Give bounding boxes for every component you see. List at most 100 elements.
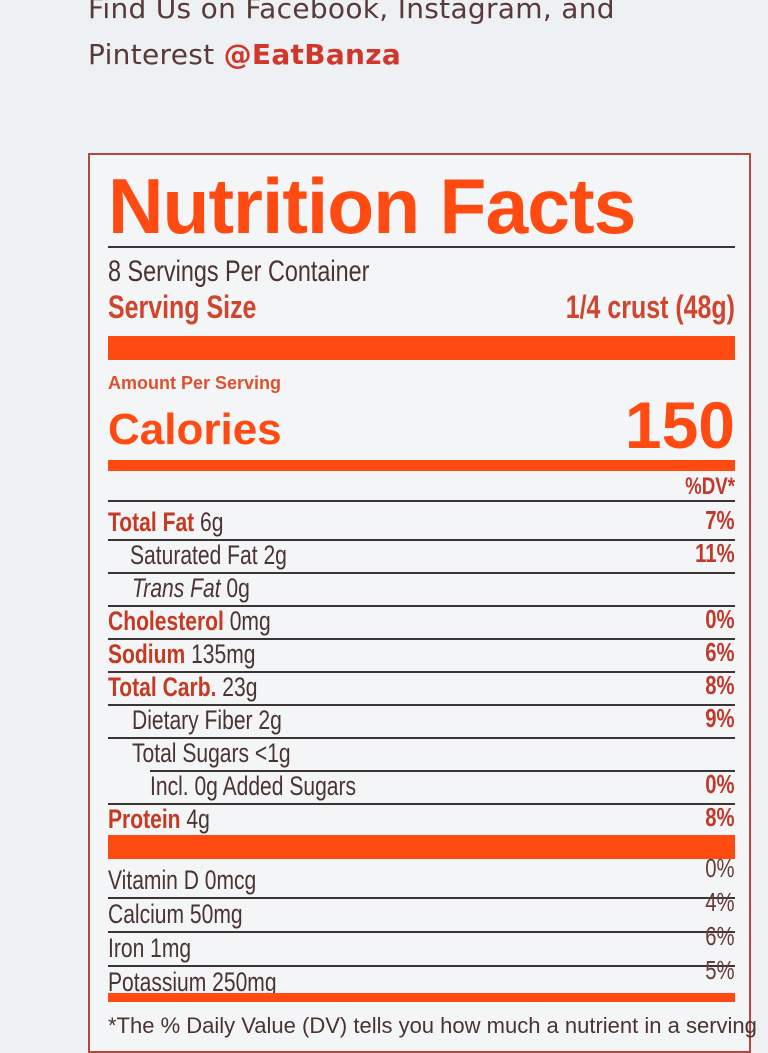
nutrient-amount: 4g xyxy=(180,804,210,834)
row-divider xyxy=(108,965,735,967)
promo-prefix: Pinterest xyxy=(88,38,224,71)
nutrient-bold-label: Total Carb. xyxy=(108,672,217,702)
dv-header-text: %DV* xyxy=(685,473,735,500)
nutrient-bold-label: Total Fat xyxy=(108,507,195,537)
nutrient-name: Total Sugars <1g xyxy=(132,738,335,769)
row-divider xyxy=(108,671,735,673)
nutrient-row: Saturated Fat 2g 11% xyxy=(108,538,735,574)
daily-value-text: 8% xyxy=(705,670,735,700)
row-divider xyxy=(108,931,735,933)
nutrient-label: Trans Fat xyxy=(132,573,221,603)
nutrient-name-text: Cholesterol 0mg xyxy=(108,606,271,637)
calories-label: Calories xyxy=(108,405,282,454)
row-divider xyxy=(150,770,735,772)
vitamin-name-text: Calcium 50mg xyxy=(108,899,243,929)
daily-value-text: 6% xyxy=(705,637,735,667)
nutrient-name-text: Total Carb. 23g xyxy=(108,672,257,703)
vitamin-name: Potassium 250mg xyxy=(108,967,324,998)
vitamin-daily-value: 4% xyxy=(697,887,735,918)
nutrient-name: Incl. 0g Added Sugars xyxy=(150,771,414,802)
daily-value-text: 0% xyxy=(705,769,735,799)
thick-divider-serving xyxy=(108,336,735,360)
vitamin-name-text: Iron 1mg xyxy=(108,933,192,963)
nutrient-daily-value: 11% xyxy=(684,538,735,569)
nutrient-name: Protein 4g xyxy=(108,804,239,835)
nutrient-amount: 2g xyxy=(252,705,282,735)
nutrient-daily-value: 8% xyxy=(697,670,735,701)
calories-value: 150 xyxy=(624,388,735,462)
nutrient-amount: <1g xyxy=(249,738,291,768)
row-divider xyxy=(108,539,735,541)
nutrient-amount: 0mg xyxy=(223,606,271,636)
dv-footnote: *The % Daily Value (DV) tells you how mu… xyxy=(108,1013,757,1038)
nutrient-amount: 2g xyxy=(257,540,287,570)
nutrient-daily-value: 9% xyxy=(697,703,735,734)
thick-divider-vitamins xyxy=(108,835,735,859)
nutrient-name-text: Saturated Fat 2g xyxy=(130,540,287,571)
vitamin-row: Vitamin D 0mcg 0% xyxy=(108,853,735,899)
nutrient-daily-value: 0% xyxy=(697,604,735,635)
nutrient-row: Dietary Fiber 2g 9% xyxy=(108,703,735,739)
social-promo: Find Us on Facebook, Instagram, and Pint… xyxy=(88,0,615,78)
daily-value-text: 0% xyxy=(705,853,735,883)
nutrient-row: Protein 4g 8% xyxy=(108,802,735,835)
nutrient-name: Trans Fat 0g xyxy=(132,573,283,604)
nutrient-name-text: Trans Fat 0g xyxy=(132,573,250,604)
nutrient-name-text: Dietary Fiber 2g xyxy=(132,705,282,736)
nutrient-label: Total Sugars xyxy=(132,738,250,768)
nutrient-amount: 0g xyxy=(220,573,250,603)
row-divider xyxy=(108,572,735,574)
daily-value-text: 6% xyxy=(705,921,735,951)
daily-value-text: 4% xyxy=(705,887,735,917)
calories-divider xyxy=(108,460,735,471)
nutrient-name-text: Incl. 0g Added Sugars xyxy=(150,771,356,802)
nutrient-row: Cholesterol 0mg 0% xyxy=(108,604,735,640)
nutrient-name: Sodium 135mg xyxy=(108,639,297,670)
vitamin-row: Calcium 50mg 4% xyxy=(108,887,735,933)
nutrient-daily-value: 6% xyxy=(697,637,735,668)
daily-value-text: 7% xyxy=(705,505,735,535)
vitamin-name-text: Potassium 250mg xyxy=(108,967,277,997)
vitamin-name-text: Vitamin D 0mcg xyxy=(108,865,257,895)
dv-divider xyxy=(108,500,735,502)
social-handle: @EatBanza xyxy=(223,38,402,71)
vitamin-row: Iron 1mg 6% xyxy=(108,921,735,967)
amount-per-serving: Amount Per Serving xyxy=(108,373,282,393)
vitamin-daily-value: 5% xyxy=(697,955,735,986)
nutrient-daily-value: 7% xyxy=(697,505,735,536)
daily-value-text: 9% xyxy=(705,703,735,733)
nutrient-daily-value: 8% xyxy=(697,802,735,833)
nutrient-bold-label: Sodium xyxy=(108,639,186,669)
nutrient-row: Total Fat 6g 7% xyxy=(108,505,735,541)
nutrient-label: Saturated Fat xyxy=(130,540,258,570)
nutrient-row: Incl. 0g Added Sugars 0% xyxy=(108,769,735,805)
serving-size-text: Serving Size xyxy=(108,289,257,325)
vitamin-daily-value: 6% xyxy=(697,921,735,952)
servings-text: 8 Servings Per Container xyxy=(108,255,370,288)
daily-value-text: 11% xyxy=(695,538,735,568)
promo-line-1: Find Us on Facebook, Instagram, and xyxy=(88,0,615,25)
nutrient-amount: 135mg xyxy=(185,639,256,669)
serving-size-amount: 1/4 crust (48g) xyxy=(565,289,735,325)
bottom-divider xyxy=(108,993,735,1002)
nutrient-row: Sodium 135mg 6% xyxy=(108,637,735,673)
vitamin-name: Calcium 50mg xyxy=(108,899,281,930)
nutrient-row: Total Carb. 23g 8% xyxy=(108,670,735,706)
vitamin-name: Iron 1mg xyxy=(108,933,215,964)
vitamin-daily-value: 0% xyxy=(697,853,735,884)
nutrition-facts-label: Nutrition Facts 8 Servings Per Container… xyxy=(88,153,757,1053)
daily-value-header: %DV* xyxy=(671,473,735,501)
nutrient-label: Incl. 0g Added Sugars xyxy=(150,771,357,801)
nutrient-name: Cholesterol 0mg xyxy=(108,606,317,637)
nutrient-name: Total Fat 6g xyxy=(108,507,256,538)
row-divider xyxy=(108,638,735,640)
nutrient-amount: 6g xyxy=(194,507,224,537)
title-divider xyxy=(108,246,735,248)
daily-value-text: 5% xyxy=(705,955,735,985)
serving-size-value: 1/4 crust (48g) xyxy=(518,289,735,326)
vitamin-name: Vitamin D 0mcg xyxy=(108,865,298,896)
label-title: Nutrition Facts xyxy=(108,162,636,250)
nutrient-name-text: Total Sugars <1g xyxy=(132,738,291,769)
nutrient-daily-value: 0% xyxy=(697,769,735,800)
nutrient-amount: 23g xyxy=(216,672,258,702)
